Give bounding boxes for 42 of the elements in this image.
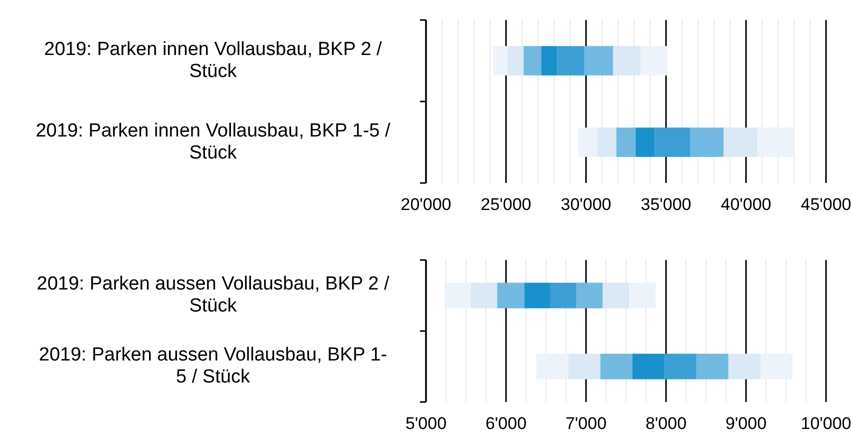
bar [524, 46, 542, 76]
y-tick-label: 2019: Parken innen Vollausbau, BKP 1-5 / Stück [36, 120, 392, 164]
y-tick-label: 2019: Parken innen Vollausbau, BKP 2 / Stück [44, 38, 383, 82]
bar [576, 282, 603, 308]
bar [632, 354, 664, 380]
x-tick-label: 45'000 [800, 195, 851, 214]
x-tick-label: 8'000 [645, 414, 687, 433]
x-tick-label: 35'000 [640, 195, 692, 214]
bar [557, 46, 584, 76]
x-tick-label: 20'000 [400, 195, 452, 214]
bar [584, 46, 614, 76]
bar [597, 128, 616, 157]
y-tick-label: 2019: Parken aussen Vollausbau, BKP 2 / Stück [36, 274, 390, 316]
x-tick-label: 25'000 [480, 195, 532, 214]
bar [508, 46, 524, 76]
bar [602, 282, 630, 308]
bar [690, 128, 724, 157]
bar [696, 354, 728, 380]
bar [724, 128, 758, 157]
x-tick-label: 5'000 [405, 414, 447, 433]
bar [578, 128, 598, 157]
bar [524, 282, 550, 308]
x-tick-label: 40'000 [720, 195, 772, 214]
x-tick-label: 10'000 [800, 414, 851, 433]
x-tick-label: 30'000 [560, 195, 612, 214]
bar [613, 46, 640, 76]
y-tick-label: 2019: Parken aussen Vollausbau, BKP 1-5 / Stück [38, 344, 388, 388]
x-tick-label: 7'000 [565, 414, 607, 433]
bar [616, 128, 636, 157]
bar [550, 282, 576, 308]
bar [728, 354, 760, 380]
bar [664, 354, 696, 380]
bar [497, 282, 524, 308]
bar [493, 46, 508, 76]
bar [636, 128, 655, 157]
bar [568, 354, 600, 380]
bar [470, 282, 498, 308]
x-tick-label: 9'000 [725, 414, 767, 433]
bar [541, 46, 558, 76]
bar [654, 128, 690, 157]
bar [600, 354, 632, 380]
x-tick-label: 6'000 [485, 414, 527, 433]
